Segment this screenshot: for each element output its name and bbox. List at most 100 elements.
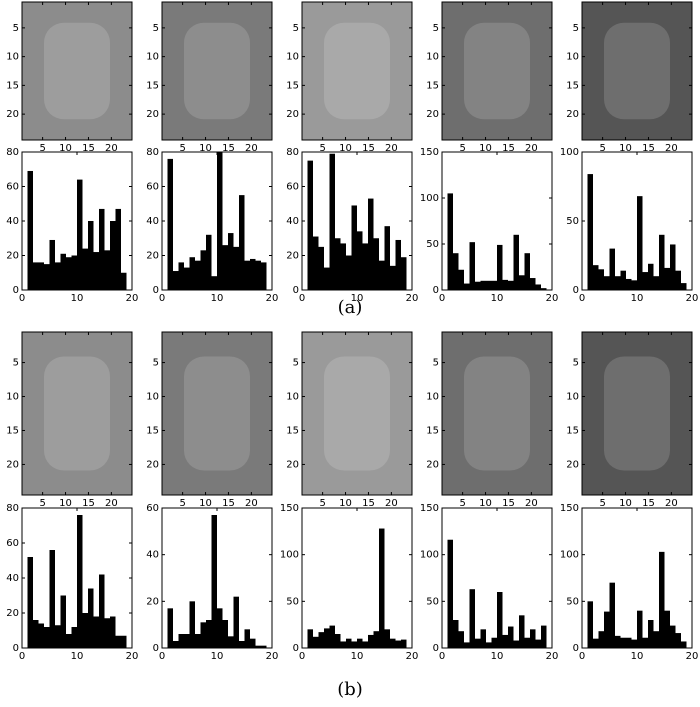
x-tick-label: 0 — [579, 293, 585, 304]
x-tick-label: 20 — [245, 498, 258, 509]
x-tick-label: 0 — [439, 293, 445, 304]
bar — [535, 284, 541, 290]
image-shading — [184, 22, 250, 120]
bar — [115, 635, 121, 648]
image-shading — [184, 356, 250, 471]
y-tick-label: 5 — [153, 358, 159, 369]
bar — [99, 574, 105, 648]
y-tick-label: 5 — [433, 23, 439, 34]
bar — [401, 257, 407, 290]
bar — [648, 620, 654, 648]
bar — [33, 620, 39, 648]
bar — [195, 260, 201, 290]
bar — [324, 267, 330, 290]
x-tick-label: 10 — [491, 651, 504, 662]
image-shading — [464, 22, 530, 120]
bar — [395, 640, 401, 648]
bar — [453, 620, 459, 648]
x-tick-label: 15 — [82, 143, 95, 154]
y-tick-label: 0 — [433, 285, 439, 296]
bar — [401, 639, 407, 648]
bar — [475, 638, 481, 648]
x-tick-label: 20 — [406, 293, 419, 304]
y-tick-label: 50 — [566, 216, 579, 227]
bar — [491, 280, 497, 290]
bar — [239, 641, 245, 648]
y-tick-label: 40 — [6, 216, 19, 227]
bar — [206, 620, 212, 648]
y-tick-label: 80 — [146, 147, 159, 158]
bar — [458, 269, 464, 290]
bar — [593, 638, 599, 648]
bar — [458, 631, 464, 648]
bar — [491, 637, 497, 648]
x-tick-label: 10 — [479, 498, 492, 509]
bar — [587, 174, 593, 290]
y-tick-label: 5 — [573, 23, 579, 34]
bar — [530, 278, 536, 290]
bar — [110, 616, 116, 648]
bar — [362, 641, 368, 648]
x-tick-label: 5 — [459, 143, 465, 154]
y-tick-label: 5 — [153, 23, 159, 34]
y-tick-label: 10 — [286, 392, 299, 403]
x-tick-label: 10 — [59, 143, 72, 154]
bar — [66, 634, 72, 648]
bar — [659, 551, 665, 648]
bar — [66, 257, 72, 290]
y-tick-label: 10 — [426, 392, 439, 403]
x-tick-label: 20 — [546, 651, 559, 662]
x-tick-label: 15 — [502, 498, 515, 509]
bar — [464, 283, 470, 290]
bar — [44, 627, 50, 648]
x-tick-label: 5 — [319, 498, 325, 509]
bar — [167, 608, 173, 648]
bar — [535, 639, 541, 648]
bar — [340, 243, 346, 290]
bar — [178, 634, 184, 648]
image-shading — [604, 22, 670, 120]
y-tick-label: 50 — [286, 596, 299, 607]
y-tick-label: 15 — [566, 425, 579, 436]
y-tick-label: 0 — [13, 643, 19, 654]
y-tick-label: 20 — [6, 608, 19, 619]
y-tick-label: 0 — [433, 643, 439, 654]
bar — [502, 279, 508, 290]
bar — [615, 276, 621, 290]
y-tick-label: 60 — [286, 182, 299, 193]
y-tick-label: 0 — [293, 285, 299, 296]
bar — [508, 280, 514, 290]
y-tick-label: 15 — [6, 425, 19, 436]
bar — [184, 267, 190, 290]
bar — [642, 272, 648, 290]
x-tick-label: 20 — [385, 498, 398, 509]
bar — [93, 616, 99, 648]
bar — [167, 158, 173, 290]
bar — [513, 640, 519, 648]
y-tick-label: 50 — [566, 596, 579, 607]
image-placeholder — [582, 2, 692, 140]
image-placeholder — [302, 332, 412, 495]
x-tick-label: 20 — [105, 143, 118, 154]
image-placeholder — [22, 2, 132, 140]
x-tick-label: 10 — [199, 498, 212, 509]
x-tick-label: 15 — [362, 498, 375, 509]
bar — [239, 195, 245, 290]
x-tick-label: 5 — [599, 143, 605, 154]
bar — [675, 270, 681, 290]
bar — [49, 239, 55, 290]
bar — [115, 208, 121, 290]
bar — [541, 288, 547, 290]
bar — [329, 625, 335, 648]
x-tick-label: 20 — [665, 143, 678, 154]
y-tick-label: 10 — [426, 52, 439, 63]
bar — [346, 255, 352, 290]
caption: (a) — [338, 297, 363, 318]
x-tick-label: 5 — [319, 143, 325, 154]
bar — [379, 260, 385, 290]
bar — [244, 629, 250, 648]
bar — [598, 269, 604, 290]
image-placeholder — [162, 332, 272, 495]
bar — [648, 263, 654, 290]
